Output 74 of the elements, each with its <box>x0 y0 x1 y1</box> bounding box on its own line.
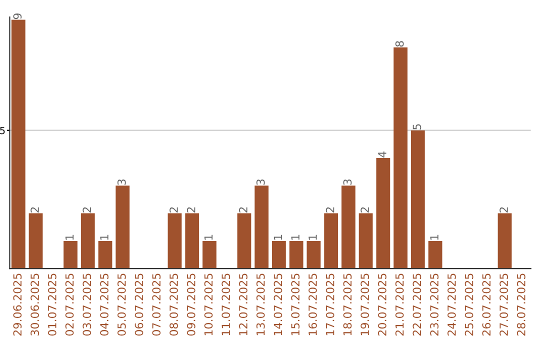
x-tick-label: 16.07.2025 <box>308 274 317 336</box>
x-tick-label: 29.06.2025 <box>13 274 22 336</box>
data-label: 2 <box>500 207 508 212</box>
x-tick-label: 23.07.2025 <box>430 274 439 336</box>
data-label: 9 <box>13 13 22 20</box>
x-tick-label: 11.07.2025 <box>222 274 230 336</box>
bar <box>64 240 78 269</box>
data-label: 1 <box>274 234 282 240</box>
x-tick-label: 19.07.2025 <box>360 274 370 336</box>
x-tick-label: 30.06.2025 <box>30 274 39 336</box>
x-tick-label: 15.07.2025 <box>291 274 300 336</box>
x-tick-label: 17.07.2025 <box>326 274 334 336</box>
bar <box>324 213 338 269</box>
data-label: 2 <box>82 207 91 212</box>
data-label: 2 <box>360 207 369 212</box>
bar <box>341 186 356 269</box>
x-tick-label: 12.07.2025 <box>239 274 248 336</box>
bar <box>358 213 373 269</box>
x-tick-label: 26.07.2025 <box>482 274 491 336</box>
data-label: 3 <box>256 179 265 185</box>
x-tick-label: 03.07.2025 <box>82 274 92 336</box>
data-label: 1 <box>100 234 108 240</box>
bar <box>254 186 269 269</box>
data-label: 1 <box>291 234 300 240</box>
x-tick-label: 24.07.2025 <box>447 274 456 336</box>
bar <box>116 186 130 269</box>
x-tick-label: 08.07.2025 <box>170 274 178 336</box>
bar <box>289 240 304 269</box>
x-tick-label: 04.07.2025 <box>100 274 108 336</box>
data-label: 2 <box>239 207 248 212</box>
bar <box>498 213 512 269</box>
bar <box>28 213 43 269</box>
x-tick-label: 18.07.2025 <box>343 274 352 336</box>
x-tick-label: 22.07.2025 <box>412 274 422 336</box>
bar <box>185 213 200 269</box>
data-label: 3 <box>117 179 126 185</box>
x-tick-label: 27.07.2025 <box>500 274 508 336</box>
bar <box>202 240 216 269</box>
data-label: 3 <box>343 179 352 185</box>
x-tick-label: 25.07.2025 <box>464 274 474 336</box>
data-label: 2 <box>186 207 196 212</box>
data-label: 2 <box>326 207 334 212</box>
x-tick-label: 13.07.2025 <box>256 274 265 336</box>
bar <box>168 213 182 269</box>
bar <box>237 213 252 269</box>
data-label: 1 <box>308 234 317 240</box>
bar <box>428 240 442 269</box>
x-tick-label: 10.07.2025 <box>204 274 213 336</box>
data-label: 1 <box>65 234 74 240</box>
bar <box>11 20 26 269</box>
bar <box>410 130 425 269</box>
data-label: 2 <box>170 207 178 212</box>
x-tick-label: 05.07.2025 <box>117 274 126 336</box>
data-label: 2 <box>30 207 39 212</box>
data-label: 8 <box>395 41 404 47</box>
x-tick-label: 01.07.2025 <box>48 274 56 336</box>
data-label: 1 <box>430 234 438 240</box>
data-label: 4 <box>378 152 386 158</box>
x-tick-label: 14.07.2025 <box>274 274 282 336</box>
x-tick-label: 21.07.2025 <box>395 274 404 336</box>
bar <box>394 47 408 269</box>
bar <box>80 213 95 269</box>
x-tick-label: 02.07.2025 <box>65 274 74 336</box>
x-tick-label: 07.07.2025 <box>152 274 161 336</box>
x-tick-label: 09.07.2025 <box>186 274 196 336</box>
bar <box>306 240 321 269</box>
data-label: 1 <box>204 234 213 240</box>
bar <box>98 240 112 269</box>
x-tick-label: 20.07.2025 <box>378 274 386 336</box>
bar <box>272 240 286 269</box>
data-label: 5 <box>412 124 422 130</box>
bar <box>376 158 390 269</box>
x-tick-label: 28.07.2025 <box>516 274 526 336</box>
x-tick-label: 06.07.2025 <box>134 274 144 336</box>
